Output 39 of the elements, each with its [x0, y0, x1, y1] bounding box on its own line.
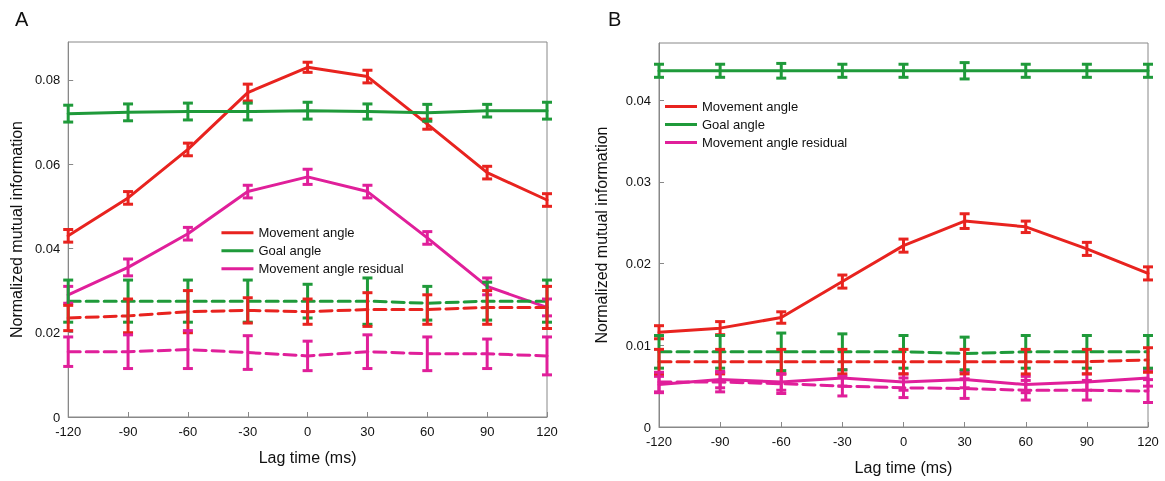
x-tick-label: -60	[771, 434, 791, 449]
x-tick-label: 60	[420, 424, 435, 439]
x-tick-label: 90	[479, 424, 495, 439]
y-tick-label: 0.02	[625, 256, 651, 272]
y-axis-title: Normalized mutual information	[7, 121, 25, 338]
legend-label: Goal angle	[258, 243, 322, 259]
x-tick-label: -90	[118, 424, 138, 439]
x-tick-label: 30	[360, 424, 375, 439]
legend-label: Movement angle residual	[702, 135, 848, 150]
x-tick-label: 90	[1079, 434, 1095, 449]
legend-label: Goal angle	[702, 117, 765, 132]
y-tick-label: 0	[52, 409, 61, 425]
legend-label: Movement angle residual	[258, 261, 404, 277]
x-tick-label: 120	[1137, 434, 1159, 449]
y-tick-label: 0.03	[625, 174, 651, 190]
x-tick-label: 120	[536, 424, 558, 439]
chart-title: B	[608, 8, 622, 30]
x-tick-label: 30	[957, 434, 972, 449]
x-tick-label: -30	[832, 434, 852, 449]
y-tick-label: 0.04	[625, 92, 651, 108]
y-tick-label: 0.02	[34, 325, 61, 341]
x-tick-label: 0	[303, 424, 312, 439]
x-tick-label: -90	[710, 434, 730, 449]
y-tick-label: 0.01	[625, 337, 651, 353]
y-axis-title: Normalized mutual information	[592, 126, 610, 344]
y-tick-label: 0.06	[34, 156, 61, 172]
y-tick-label: 0.04	[34, 240, 61, 256]
x-tick-label: -60	[178, 424, 198, 439]
x-axis-title: Lag time (ms)	[258, 448, 357, 466]
x-tick-label: 0	[899, 434, 908, 449]
x-tick-label: 60	[1018, 434, 1033, 449]
x-axis-title: Lag time (ms)	[854, 458, 953, 476]
legend-label: Movement angle	[258, 225, 355, 241]
x-tick-label: -120	[645, 434, 673, 449]
y-tick-label: 0.08	[34, 72, 61, 88]
chart-title: A	[15, 8, 29, 30]
legend-label: Movement angle	[702, 99, 799, 114]
x-tick-label: -120	[55, 424, 82, 439]
x-tick-label: -30	[238, 424, 258, 439]
